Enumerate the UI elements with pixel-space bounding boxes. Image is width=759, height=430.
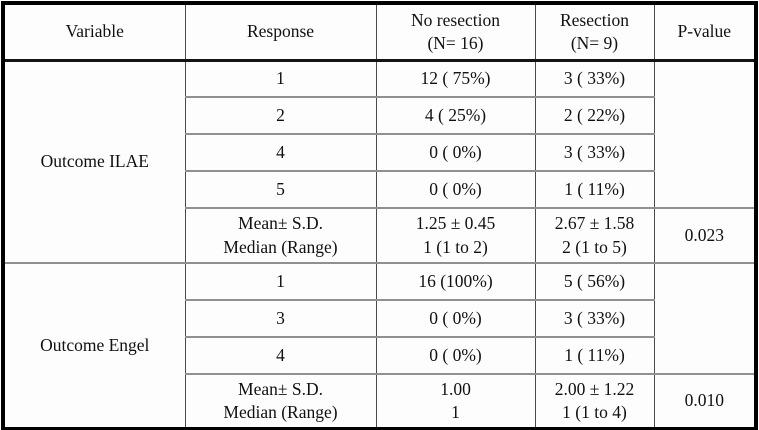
no-resection-cell: 12 ( 75%): [375, 59, 536, 98]
resection-cell: 3 ( 33%): [534, 133, 655, 172]
variable-cell-ilae: Outcome ILAE: [2, 59, 186, 264]
col-header-variable: Variable: [2, 2, 186, 62]
summary-row-ilae: Mean± S.D. Median (Range) 1.25 ± 0.45 1 …: [3, 207, 757, 264]
summary-resection-cell: 2.00 ± 1.22 1 (1 to 4): [534, 373, 655, 430]
resection-cell: 2 ( 22%): [534, 96, 655, 135]
no-resection-cell: 4 ( 25%): [375, 96, 536, 135]
summary-resection-cell: 2.67 ± 1.58 2 (1 to 5): [534, 207, 655, 264]
table-row: 4 0 ( 0%) 3 ( 33%): [3, 133, 756, 172]
summary-label-cell: Mean± S.D. Median (Range): [184, 207, 377, 264]
resection-cell: 5 ( 56%): [534, 262, 655, 301]
response-cell: 1: [184, 59, 377, 98]
table-row: 3 0 ( 0%) 3 ( 33%): [3, 299, 756, 338]
table-row: 4 0 ( 0%) 1 ( 11%): [3, 336, 756, 375]
summary-row-engel: Mean± S.D. Median (Range) 1.00 1 2.00 ± …: [3, 373, 757, 430]
p-value-cell-engel: 0.010: [653, 373, 757, 430]
p-value-empty-cell-engel: [653, 262, 757, 375]
no-resection-cell: 16 (100%): [375, 262, 536, 301]
resection-cell: 1 ( 11%): [534, 336, 655, 375]
response-cell: 1: [184, 262, 377, 301]
table-row: Outcome ILAE 1 12 ( 75%) 3 ( 33%): [2, 59, 757, 264]
col-header-resection: Resection (N= 9): [534, 2, 655, 62]
resection-cell: 3 ( 33%): [534, 59, 655, 98]
table-header-row: Variable Response No resection (N= 16) R…: [2, 2, 757, 62]
response-cell: 4: [184, 133, 377, 172]
p-value-cell-ilae: 0.023: [653, 207, 757, 264]
resection-cell: 3 ( 33%): [534, 299, 655, 338]
no-resection-cell: 0 ( 0%): [375, 133, 536, 172]
response-cell: 3: [184, 299, 377, 338]
table-row: 2 4 ( 25%) 2 ( 22%): [3, 96, 756, 135]
no-resection-cell: 0 ( 0%): [375, 336, 536, 375]
table-row: 5 0 ( 0%) 1 ( 11%): [3, 170, 756, 209]
resection-cell: 1 ( 11%): [534, 170, 655, 209]
summary-no-resection-cell: 1.00 1: [375, 373, 536, 430]
no-resection-cell: 0 ( 0%): [375, 170, 536, 209]
response-cell: 2: [184, 96, 377, 135]
p-value-empty-cell-ilae: [653, 59, 757, 209]
variable-cell-engel: Outcome Engel: [2, 262, 186, 430]
no-resection-cell: 0 ( 0%): [375, 299, 536, 338]
col-header-no-resection: No resection (N= 16): [375, 2, 536, 62]
response-cell: 5: [184, 170, 377, 209]
response-cell: 4: [184, 336, 377, 375]
summary-label-cell: Mean± S.D. Median (Range): [184, 373, 377, 430]
col-header-p-value: P-value: [653, 2, 757, 62]
col-header-response: Response: [184, 2, 377, 62]
table-row: Outcome Engel 1 16 (100%) 5 ( 56%): [2, 262, 757, 430]
summary-no-resection-cell: 1.25 ± 0.45 1 (1 to 2): [375, 207, 536, 264]
